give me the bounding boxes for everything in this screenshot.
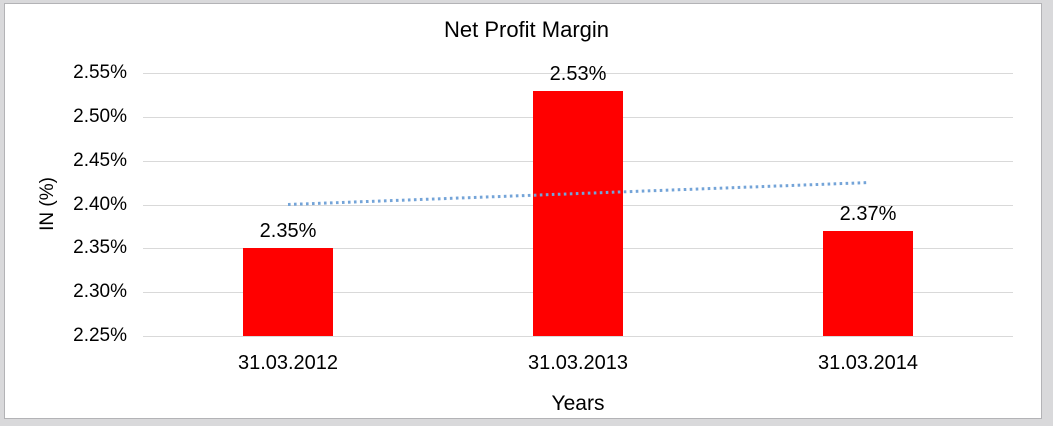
x-tick-label: 31.03.2013 xyxy=(527,352,629,374)
y-tick-label: 2.55% xyxy=(73,62,127,83)
gridline xyxy=(143,336,1013,337)
x-tick-label: 31.03.2012 xyxy=(237,352,339,374)
bar xyxy=(533,90,623,336)
bar xyxy=(823,230,913,336)
y-tick-label: 2.50% xyxy=(73,105,127,127)
x-axis-title: Years xyxy=(551,392,605,415)
bar-data-label: 2.53% xyxy=(549,62,607,85)
bar-data-label: 2.35% xyxy=(259,220,317,243)
x-tick-label: 31.03.2014 xyxy=(817,352,919,374)
gridline xyxy=(143,73,1013,74)
y-tick-label: 2.35% xyxy=(73,237,127,259)
bar-data-label: 2.37% xyxy=(839,202,897,225)
y-tick-label: 2.25% xyxy=(73,325,127,346)
y-tick-label: 2.30% xyxy=(73,281,127,303)
chart-title: Net Profit Margin xyxy=(443,17,610,42)
y-tick-label: 2.45% xyxy=(73,149,127,171)
chart-frame xyxy=(4,3,1042,419)
bar xyxy=(243,248,333,336)
y-tick-label: 2.40% xyxy=(73,193,127,215)
